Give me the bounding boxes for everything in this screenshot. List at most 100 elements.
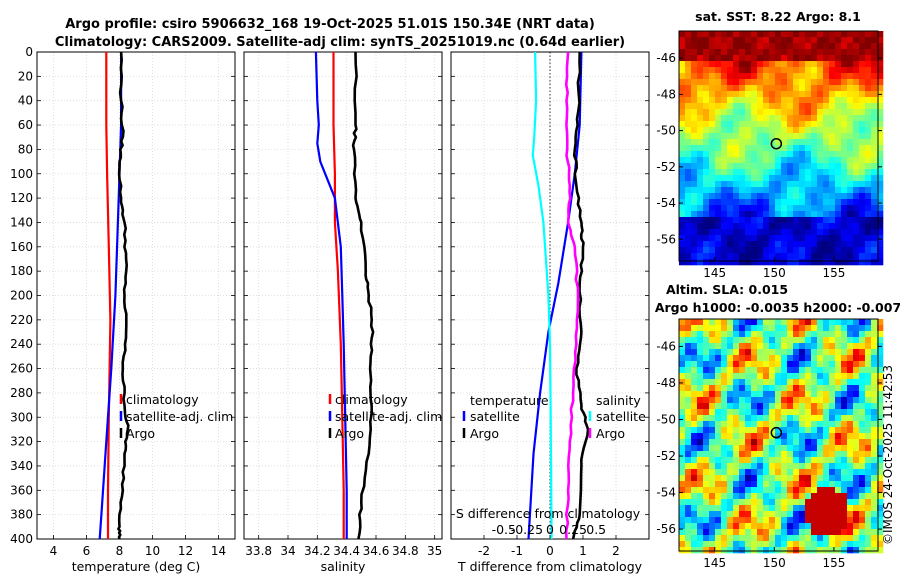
map-cell [757,217,764,224]
map-cell [697,415,704,422]
map-cell [703,361,710,368]
map-cell [853,187,860,194]
map-cell [721,211,728,218]
map-cell [805,319,812,326]
map-cell [835,229,842,236]
map-cell [841,535,848,542]
map-cell [757,445,764,452]
map-cell [817,445,824,452]
s-tick-label: 0.5 [586,522,606,537]
map-cell [703,37,710,44]
map-cell [793,157,800,164]
y-tick-label: 220 [10,313,33,327]
map-cell [877,79,884,86]
map-cell [763,343,770,350]
map-cell [859,55,866,62]
map-cell [709,385,716,392]
map-cell [715,361,722,368]
map-cell [679,235,686,242]
map-cell [763,247,770,254]
map-cell [697,85,704,92]
map-cell [769,511,776,518]
map-cell [781,259,788,266]
map-cell [805,145,812,152]
map-cell [865,67,872,74]
map-cell [799,109,806,116]
map-cell [685,379,692,386]
map-cell [745,79,752,86]
map-cell [745,517,752,524]
map-cell [745,511,752,518]
map-cell [709,127,716,134]
map-cell [841,49,848,56]
map-cell [727,331,734,338]
map-cell [859,67,866,74]
map-cell [811,475,818,482]
map-cell [775,523,782,530]
map-cell [769,487,776,494]
legend-title-temperature: temperature [470,393,549,408]
map-cell [721,31,728,38]
map-cell [859,199,866,206]
map-cell [811,343,818,350]
map-cell [865,49,872,56]
map-cell [865,547,872,554]
map-cell [685,439,692,446]
map-cell [841,511,848,518]
map-cell [811,49,818,56]
map-cell [793,445,800,452]
map-cell [691,469,698,476]
map-cell [679,211,686,218]
map-cell [859,457,866,464]
map-cell [877,517,884,524]
map-cell [871,511,878,518]
map-cell [739,31,746,38]
map-cell [709,181,716,188]
y-tick-label: 280 [10,386,33,400]
map-cell [781,355,788,362]
map-cell [769,217,776,224]
map-cell [859,109,866,116]
map-cell [685,529,692,536]
map-cell [865,511,872,518]
map-frame [678,30,879,262]
map-cell [859,517,866,524]
map-cell [769,127,776,134]
map-x-tick-label: 155 [822,556,845,570]
map-cell [691,421,698,428]
map-cell [811,541,818,548]
map-cell [679,217,686,224]
map-cell [703,193,710,200]
map-cell [811,421,818,428]
map-cell [823,49,830,56]
map-cell [823,403,830,410]
map-cell [853,97,860,104]
map-cell [793,253,800,260]
map-cell [847,499,854,506]
map-cell [811,127,818,134]
map-cell [739,499,746,506]
map-cell [739,409,746,416]
map-cell [775,415,782,422]
map-cell [781,193,788,200]
map-cell [709,319,716,326]
map-cell [727,109,734,116]
map-cell [829,199,836,206]
map-cell [877,139,884,146]
map-cell [751,199,758,206]
map-cell [727,217,734,224]
map-cell [817,505,824,512]
map-cell [715,205,722,212]
map-cell [751,91,758,98]
map-cell [793,217,800,224]
map-cell [847,169,854,176]
map-cell [853,181,860,188]
map-cell [877,121,884,128]
map-cell [709,235,716,242]
map-cell [685,121,692,128]
map-cell [703,181,710,188]
map-cell [853,43,860,50]
map-cell [727,541,734,548]
map-cell [823,73,830,80]
map-cell [823,397,830,404]
